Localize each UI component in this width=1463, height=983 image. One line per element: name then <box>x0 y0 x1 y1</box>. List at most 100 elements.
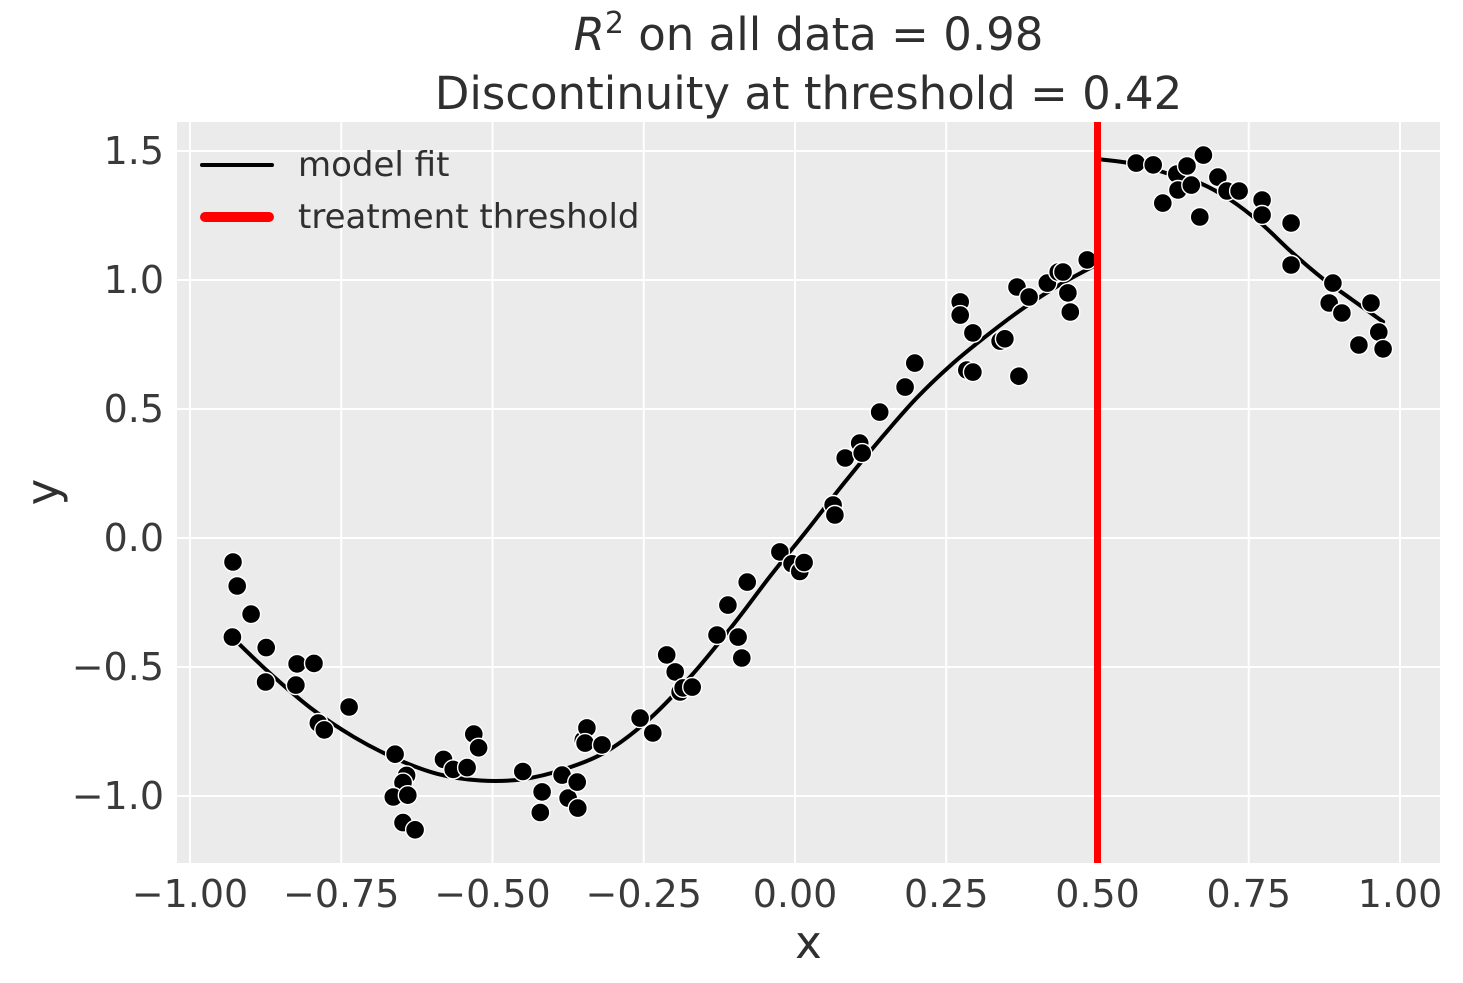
x-tick-label: 1.00 <box>1357 872 1443 916</box>
y-axis-label: y <box>16 478 69 506</box>
scatter-point <box>682 676 703 698</box>
scatter-point <box>240 603 262 625</box>
legend-item-treatment-threshold: treatment threshold <box>200 191 640 243</box>
x-tick-label: 0.50 <box>1055 872 1140 916</box>
y-tick-label: 0.0 <box>103 515 164 560</box>
scatter-point <box>727 626 749 648</box>
scatter-point <box>222 551 244 573</box>
y-tick-label: 0.5 <box>103 386 164 431</box>
scatter-point <box>1228 180 1250 202</box>
legend-item-model-fit: model fit <box>200 139 640 191</box>
scatter-point <box>717 594 739 616</box>
scatter-point <box>1125 152 1147 174</box>
plot-title-line1: R2 on all data = 0.98 <box>177 6 1440 67</box>
scatter-point <box>303 653 325 674</box>
x-tick-label: 0.00 <box>752 872 838 916</box>
scatter-point <box>1360 292 1382 314</box>
scatter-point <box>950 304 971 326</box>
scatter-point <box>397 785 418 806</box>
gridlines <box>177 122 1440 863</box>
scatter-point <box>994 328 1016 349</box>
scatter-point <box>1331 302 1353 324</box>
model-fit-left-branch <box>227 262 1099 783</box>
x-tick-label: 0.75 <box>1206 872 1292 916</box>
scatter-point <box>731 647 752 669</box>
r-squared-exponent: 2 <box>604 6 624 41</box>
plot-title-line2: Discontinuity at threshold = 0.42 <box>434 67 1183 120</box>
scatter-point <box>706 624 728 646</box>
scatter-point <box>869 401 890 423</box>
scatter-point <box>1372 338 1394 360</box>
scatter-point <box>793 552 815 573</box>
scatter-point <box>1060 301 1081 323</box>
scatter-point <box>384 744 406 765</box>
treatment-threshold-line-swatch <box>200 212 274 222</box>
scatter-point <box>769 541 791 563</box>
scatter-point <box>574 732 596 754</box>
legend-label-model-fit: model fit <box>298 145 450 185</box>
y-tick-label: 1.0 <box>103 257 164 302</box>
scatter-point <box>1322 272 1344 294</box>
scatter-point <box>456 757 478 778</box>
scatter-point <box>591 734 613 756</box>
scatter-point <box>904 352 925 374</box>
scatter-points <box>222 144 1394 840</box>
scatter-point <box>1348 334 1370 356</box>
scatter-point <box>222 626 243 648</box>
scatter-point <box>1018 286 1040 308</box>
scatter-point <box>1176 155 1198 177</box>
scatter-point <box>567 797 588 819</box>
scatter-point <box>256 637 277 658</box>
y-tick-label: −1.0 <box>71 773 164 818</box>
scatter-point <box>656 644 677 666</box>
scatter-point <box>530 802 551 823</box>
scatter-point <box>1181 174 1202 196</box>
scatter-point <box>642 722 663 744</box>
scatter-point <box>567 771 588 793</box>
scatter-point <box>1251 204 1273 226</box>
r-squared-symbol: R <box>573 8 605 61</box>
x-tick-label: −1.00 <box>131 872 249 916</box>
scatter-point <box>1280 254 1302 276</box>
x-tick-label: −0.75 <box>283 872 400 916</box>
plot-title: R2 on all data = 0.98 Discontinuity at t… <box>177 6 1440 120</box>
scatter-point <box>314 719 335 741</box>
x-tick-label: −0.25 <box>585 872 702 916</box>
scatter-point <box>1008 366 1030 387</box>
x-axis-label: x <box>795 916 822 969</box>
x-tick-label: −0.50 <box>434 872 551 916</box>
axes-background <box>177 122 1440 863</box>
scatter-point <box>1152 192 1174 214</box>
scatter-point <box>1142 154 1164 176</box>
scatter-point <box>824 504 846 526</box>
scatter-point <box>468 737 489 758</box>
legend-label-treatment-threshold: treatment threshold <box>298 197 640 237</box>
r-squared-text: on all data = 0.98 <box>623 8 1044 61</box>
y-tick-label: 1.5 <box>103 128 164 173</box>
scatter-point <box>737 571 758 593</box>
scatter-point <box>629 707 651 729</box>
scatter-point <box>894 376 916 398</box>
scatter-point <box>835 447 856 469</box>
scatter-point <box>404 819 426 840</box>
scatter-point <box>338 696 360 718</box>
scatter-point <box>1052 261 1074 283</box>
scatter-point <box>962 322 984 344</box>
scatter-point <box>1280 212 1302 234</box>
legend: model fit treatment threshold <box>200 139 640 243</box>
x-tick-label: 0.25 <box>903 872 989 916</box>
scatter-point <box>1193 144 1214 166</box>
scatter-point <box>285 674 307 696</box>
model-fit-line-swatch <box>200 163 274 167</box>
scatter-point <box>1076 249 1098 271</box>
scatter-point <box>962 361 984 383</box>
scatter-point <box>226 575 248 597</box>
scatter-point <box>852 442 873 464</box>
scatter-point <box>1368 321 1390 343</box>
y-tick-label: −0.5 <box>71 644 164 689</box>
scatter-point <box>512 761 533 782</box>
scatter-point <box>1057 282 1079 304</box>
scatter-point <box>286 653 308 675</box>
